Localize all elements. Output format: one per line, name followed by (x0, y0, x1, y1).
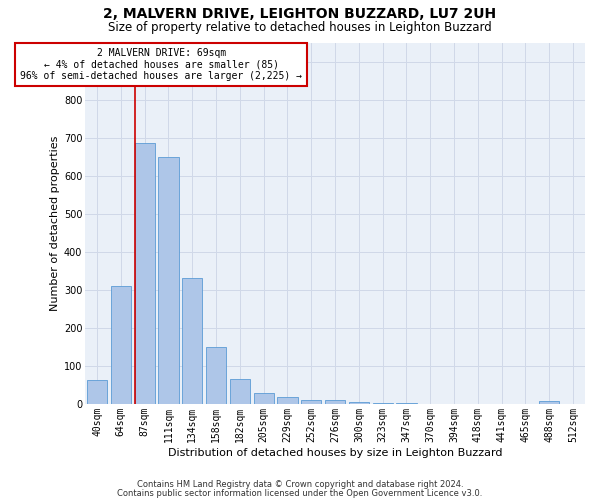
X-axis label: Distribution of detached houses by size in Leighton Buzzard: Distribution of detached houses by size … (168, 448, 502, 458)
Bar (277, 397, 298, 404)
Bar (301, 400, 322, 404)
Bar (158, 156, 179, 404)
Text: 2, MALVERN DRIVE, LEIGHTON BUZZARD, LU7 2UH: 2, MALVERN DRIVE, LEIGHTON BUZZARD, LU7 … (103, 8, 497, 22)
Bar (206, 347, 226, 404)
Text: Contains public sector information licensed under the Open Government Licence v3: Contains public sector information licen… (118, 488, 482, 498)
Text: Contains HM Land Registry data © Crown copyright and database right 2024.: Contains HM Land Registry data © Crown c… (137, 480, 463, 489)
Bar (539, 401, 559, 404)
Bar (134, 144, 155, 404)
Bar (373, 403, 393, 404)
Text: 2 MALVERN DRIVE: 69sqm
← 4% of detached houses are smaller (85)
96% of semi-deta: 2 MALVERN DRIVE: 69sqm ← 4% of detached … (20, 48, 302, 81)
Bar (230, 379, 250, 404)
Bar (111, 286, 131, 404)
Bar (325, 400, 345, 404)
Bar (397, 403, 416, 404)
Bar (182, 278, 202, 404)
Y-axis label: Number of detached properties: Number of detached properties (50, 136, 59, 311)
Bar (349, 402, 369, 404)
Text: Size of property relative to detached houses in Leighton Buzzard: Size of property relative to detached ho… (108, 21, 492, 34)
Bar (87, 380, 107, 404)
Bar (254, 392, 274, 404)
